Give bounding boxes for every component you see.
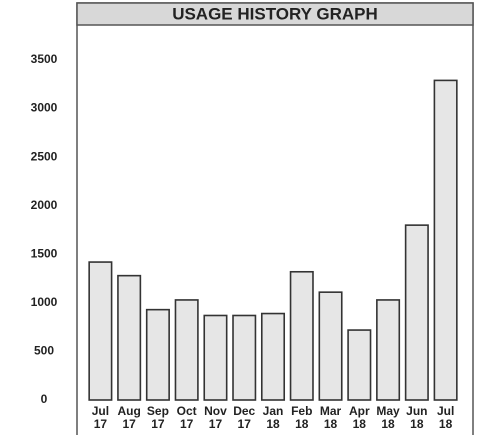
bar: [318, 291, 343, 401]
x-tick-label: Apr 18: [348, 404, 370, 431]
bar: [117, 274, 142, 401]
chart-title: USAGE HISTORY GRAPH: [172, 4, 378, 23]
bar: [404, 224, 429, 401]
x-tick-label: Jul 18: [436, 404, 455, 431]
x-tick-label: Jun 18: [406, 404, 428, 431]
y-tick-label: 2500: [31, 149, 58, 163]
x-tick-label: Mar 18: [319, 404, 342, 431]
bar: [88, 261, 113, 401]
y-tick-label: 2000: [31, 198, 58, 212]
x-tick-label: Sep 17: [146, 404, 169, 431]
bar: [145, 308, 170, 401]
title-band: [76, 2, 474, 26]
y-tick-label: 3000: [31, 101, 58, 115]
bar: [260, 312, 286, 401]
bar: [347, 329, 372, 401]
y-tick-label: 500: [34, 344, 54, 358]
y-tick-label: 0: [41, 392, 48, 406]
bar: [376, 299, 401, 401]
x-tick-label: Nov 17: [204, 404, 227, 431]
y-tick-label: 3500: [31, 52, 58, 66]
x-tick-label: Jan 18: [262, 404, 284, 431]
bar: [289, 270, 314, 401]
bar: [174, 299, 199, 401]
x-tick-label: Dec 17: [233, 404, 256, 431]
y-tick-label: 1000: [31, 295, 58, 309]
bar: [232, 314, 257, 401]
x-tick-label: May 18: [376, 404, 400, 431]
x-tick-label: Oct 17: [176, 404, 197, 431]
x-tick-label: Aug 17: [117, 404, 141, 431]
y-tick-label: 1500: [31, 246, 58, 260]
x-tick-label: Feb 18: [291, 404, 313, 431]
bar: [203, 314, 228, 401]
x-tick-label: Jul 17: [91, 404, 110, 431]
bar: [433, 79, 458, 401]
